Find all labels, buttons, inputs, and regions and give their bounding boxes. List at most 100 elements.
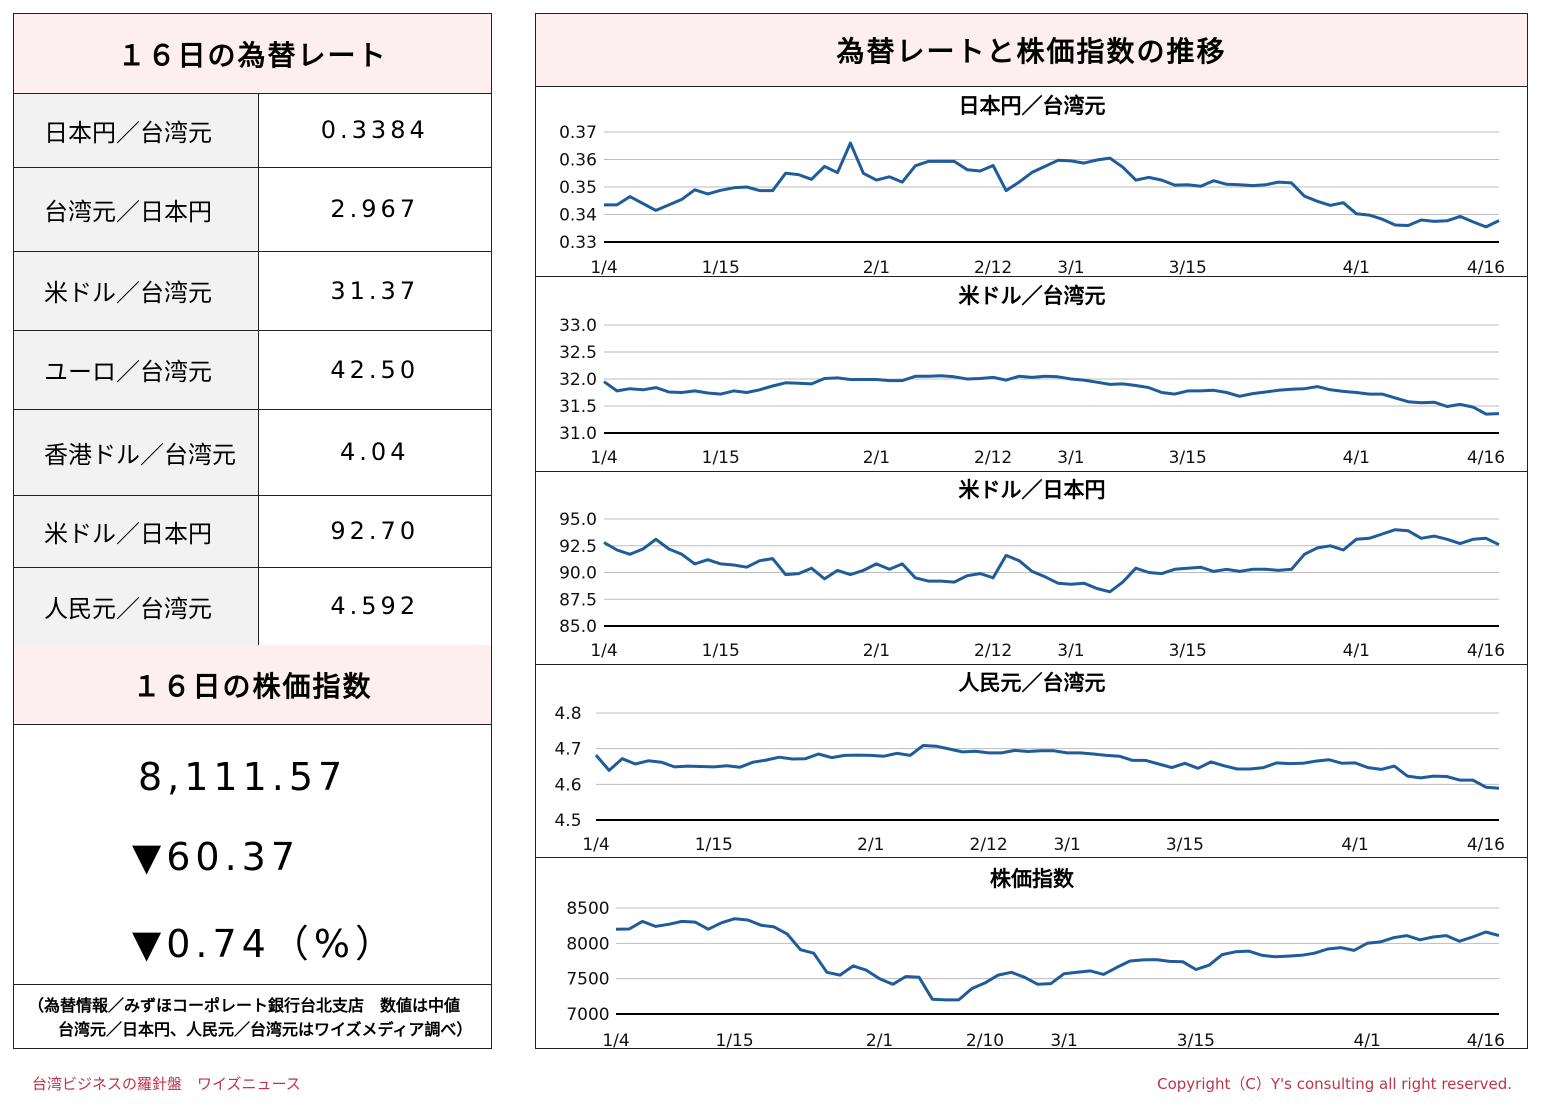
rate-name: 香港ドル／台湾元	[14, 409, 259, 496]
x-tick-label: 2/12	[974, 641, 1012, 661]
y-tick-label: 0.33	[559, 233, 597, 253]
rate-row: 日本円／台湾元 0.3384	[14, 94, 491, 168]
charts-header: 為替レートと株価指数の推移	[536, 14, 1527, 87]
x-tick-label: 3/15	[1169, 448, 1207, 468]
y-tick-label: 32.5	[559, 343, 597, 363]
y-tick-label: 8000	[566, 934, 609, 954]
x-tick-label: 2/12	[970, 835, 1008, 855]
rate-value: 4.592	[258, 567, 491, 646]
rate-value: 4.04	[258, 409, 491, 496]
y-tick-label: 31.5	[559, 397, 597, 417]
x-tick-label: 2/1	[866, 1031, 893, 1051]
y-tick-label: 0.35	[559, 178, 597, 198]
series-line	[603, 374, 1500, 416]
x-tick-label: 2/1	[863, 258, 890, 278]
y-tick-label: 32.0	[559, 370, 597, 390]
rate-value: 42.50	[258, 330, 491, 410]
x-tick-label: 2/10	[966, 1031, 1004, 1051]
x-tick-label: 1/15	[702, 448, 740, 468]
y-tick-label: 92.5	[559, 537, 597, 557]
y-tick-label: 33.0	[559, 316, 597, 336]
series-line	[594, 744, 1500, 790]
x-tick-label: 2/1	[857, 835, 884, 855]
chart-panel: 為替レートと株価指数の推移 日本円／台湾元 0.37 0.36 0.35 0.34 0.3…	[535, 13, 1528, 1051]
rate-row: 台湾元／日本円 2.967	[14, 167, 491, 252]
x-tick-label: 1/4	[590, 641, 617, 661]
chart-stock-index: 株価指数 8500 8000 7500 7000 1/4 1/15 2/1 2/10 3/1 3/1…	[536, 857, 1527, 1051]
chart-title: 株価指数	[990, 867, 1075, 891]
x-tick-label: 3/1	[1050, 1031, 1077, 1051]
stock-title: １６日の株価指数	[132, 669, 373, 703]
rate-name: 台湾元／日本円	[14, 167, 259, 252]
rate-name: 人民元／台湾元	[14, 567, 259, 646]
x-tick-label: 2/12	[974, 258, 1012, 278]
rate-name: 日本円／台湾元	[14, 94, 259, 168]
chart-svg: 株価指数 8500 8000 7500 7000 1/4 1/15 2/1 2/10 3/1 3/1…	[566, 867, 1505, 1051]
chart-svg: 米ドル／日本円 95.0 92.5 90.0 87.5 85.0 1/4 1/15 2/1 2/1…	[559, 478, 1505, 661]
source-note-line2: 台湾元／日本円、人民元／台湾元はワイズメディア調べ）	[58, 1020, 473, 1039]
x-tick-label: 4/16	[1467, 641, 1505, 661]
chart-svg: 日本円／台湾元 0.37 0.36 0.35 0.34 0.33 1/4 1/15 2/1 2/1…	[559, 94, 1505, 278]
chart-title: 米ドル／台湾元	[959, 284, 1106, 308]
x-tick-label: 3/1	[1057, 641, 1084, 661]
x-tick-label: 2/12	[974, 448, 1012, 468]
y-tick-label: 4.7	[554, 740, 581, 760]
rate-row: 香港ドル／台湾元 4.04	[14, 409, 491, 496]
x-tick-label: 4/1	[1343, 641, 1370, 661]
rates-title: １６日の為替レート	[117, 38, 388, 72]
source-note-line1: （為替情報／みずほコーポレート銀行台北支店 数値は中値	[28, 996, 461, 1015]
x-tick-label: 3/1	[1057, 448, 1084, 468]
chart-title: 米ドル／日本円	[959, 478, 1106, 502]
rates-header: １６日の為替レート	[14, 14, 491, 94]
y-tick-label: 85.0	[559, 617, 597, 637]
rates-table: 日本円／台湾元 0.3384 台湾元／日本円 2.967 米ドル／台湾元 31.…	[14, 94, 491, 646]
x-tick-label: 4/1	[1343, 448, 1370, 468]
x-tick-label: 3/15	[1169, 641, 1207, 661]
chart-usd-twd: 米ドル／台湾元 33.0 32.5 32.0 31.5 31.0 1/4 1/15 2/1 2/1…	[536, 276, 1527, 472]
y-tick-label: 0.34	[559, 206, 597, 226]
chart-title: 日本円／台湾元	[959, 94, 1106, 118]
x-tick-label: 1/4	[590, 258, 617, 278]
chart-svg: 人民元／台湾元 4.8 4.7 4.6 4.51/4 1/15 2/1 2/12 3/1 3/15…	[554, 671, 1505, 855]
series-line	[615, 917, 1500, 1002]
rate-name: 米ドル／日本円	[14, 495, 259, 568]
x-tick-label: 1/15	[702, 258, 740, 278]
footer-brand: 台湾ビジネスの羅針盤 ワイズニュース	[32, 1075, 301, 1093]
y-tick-label: 7000	[566, 1005, 609, 1025]
y-tick-label: 95.0	[559, 510, 597, 530]
exchange-rate-panel: １６日の為替レート 日本円／台湾元 0.3384 台湾元／日本円 2.967 米…	[13, 13, 492, 1049]
source-note: （為替情報／みずほコーポレート銀行台北支店 数値は中値 台湾元／日本円、人民元／…	[14, 994, 491, 1042]
chart-usd-jpy: 米ドル／日本円 95.0 92.5 90.0 87.5 85.0 1/4 1/15 2/1 2/1…	[536, 471, 1527, 665]
rate-row: ユーロ／台湾元 42.50	[14, 330, 491, 410]
x-tick-label: 3/15	[1177, 1031, 1215, 1051]
stock-change: ▼60.37	[132, 835, 301, 879]
y-tick-label: 7500	[566, 970, 609, 990]
stock-percent: ▼0.74（%）	[132, 922, 398, 966]
y-tick-label: 90.0	[559, 564, 597, 584]
rate-row: 人民元／台湾元 4.592	[14, 567, 491, 646]
x-tick-label: 4/16	[1467, 448, 1505, 468]
y-tick-label: 4.5	[554, 811, 581, 831]
y-tick-label: 87.5	[559, 590, 597, 610]
x-tick-label: 3/1	[1057, 258, 1084, 278]
y-tick-label: 4.8	[554, 704, 581, 724]
x-tick-label: 1/15	[702, 641, 740, 661]
y-tick-label: 0.36	[559, 151, 597, 171]
y-tick-label: 31.0	[559, 424, 597, 444]
rate-value: 2.967	[258, 167, 491, 252]
x-tick-label: 4/16	[1467, 1031, 1505, 1051]
x-tick-label: 2/1	[863, 448, 890, 468]
x-tick-label: 4/1	[1341, 835, 1368, 855]
rate-name: ユーロ／台湾元	[14, 330, 259, 410]
stock-index-box: 8,111.57 ▼60.37 ▼0.74（%）	[14, 725, 491, 985]
chart-svg: 米ドル／台湾元 33.0 32.5 32.0 31.5 31.0 1/4 1/15 2/1 2/1…	[559, 284, 1505, 468]
footer-copyright: Copyright（C）Y's consulting all right res…	[1157, 1075, 1512, 1093]
y-tick-label: 0.37	[559, 123, 597, 143]
rate-row: 米ドル／日本円 92.70	[14, 495, 491, 568]
rate-value: 31.37	[258, 251, 491, 331]
series-line	[603, 528, 1500, 594]
x-tick-label: 4/16	[1467, 835, 1505, 855]
x-tick-label: 2/1	[863, 641, 890, 661]
x-tick-label: 1/4	[582, 835, 609, 855]
x-tick-label: 1/15	[695, 835, 733, 855]
